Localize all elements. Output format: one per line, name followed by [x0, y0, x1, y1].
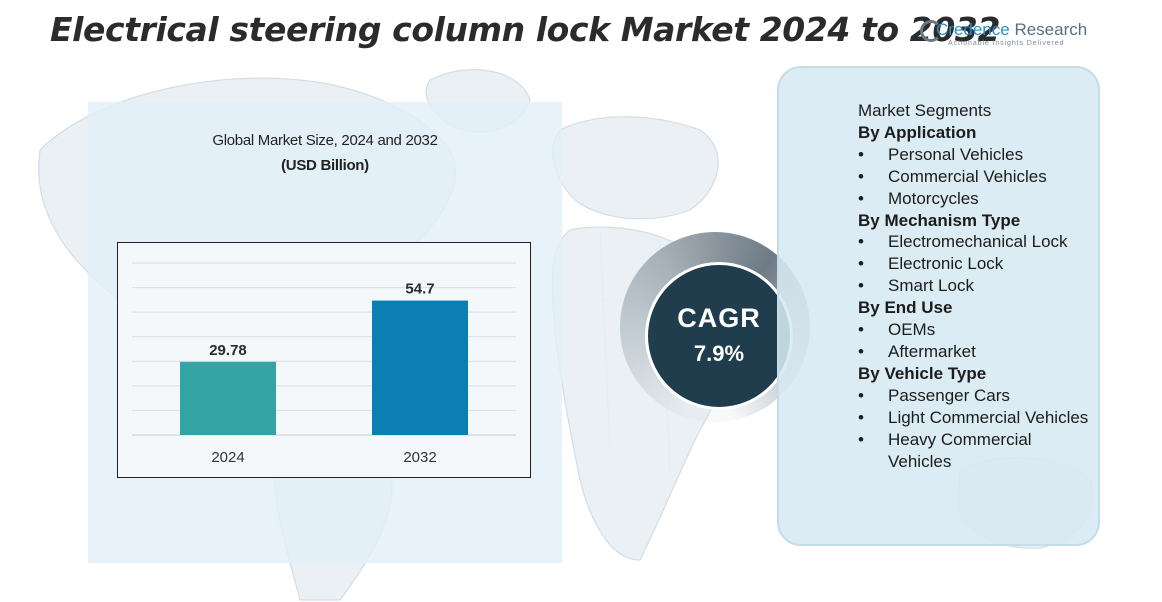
bullet-icon: •: [858, 254, 864, 274]
brand-logo: Credence Research Actionable Insights De…: [920, 18, 1100, 52]
map-europe: [552, 116, 719, 220]
segment-item-label: Passenger Cars: [888, 385, 1010, 405]
data-label-2024: 29.78: [209, 342, 247, 359]
bullet-icon: •: [858, 407, 864, 427]
chart-subtitle: (USD Billion): [281, 157, 369, 174]
bullet-icon: •: [858, 429, 864, 449]
brand-name-rest: Research: [1009, 20, 1088, 39]
bullet-icon: •: [858, 276, 864, 296]
segment-item: • Commercial Vehicles: [858, 166, 1094, 188]
segment-item-label: Motorcycles: [888, 188, 979, 208]
segment-item-label: Heavy Commercial Vehicles: [888, 429, 1032, 471]
cagr-badge: CAGR 7.9%: [645, 262, 793, 410]
segment-heading: By Application: [858, 122, 977, 142]
segment-item-label: Electronic Lock: [888, 254, 1004, 274]
segment-heading: By Mechanism Type: [858, 210, 1021, 230]
segment-item: • OEMs: [858, 319, 1094, 341]
bullet-icon: •: [858, 320, 864, 340]
bullet-icon: •: [858, 232, 864, 252]
segment-item: • Passenger Cars: [858, 385, 1094, 407]
plot-area: 29.78 2024 54.7 2032: [117, 242, 531, 478]
segment-item: • Personal Vehicles: [858, 144, 1094, 166]
segment-item-label: Light Commercial Vehicles: [888, 407, 1089, 427]
segment-item: • Light Commercial Vehicles: [858, 407, 1094, 429]
chart-title: Global Market Size, 2024 and 2032: [212, 132, 438, 149]
segments-panel: [777, 66, 1100, 546]
brand-mark-icon: [920, 20, 942, 42]
segment-item-label: OEMs: [888, 320, 936, 340]
bar-2024: [180, 361, 276, 435]
bar-chart-svg: 29.78 2024 54.7 2032: [132, 262, 516, 466]
segment-item-label: Personal Vehicles: [888, 144, 1024, 164]
segment-item: • Heavy Commercial Vehicles: [858, 429, 1094, 473]
page-title: Electrical steering column lock Market 2…: [50, 10, 1001, 49]
segment-heading: By Vehicle Type: [858, 363, 987, 383]
chart-panel: Global Market Size, 2024 and 2032 (USD B…: [88, 102, 562, 563]
x-tick-label-2024: 2024: [211, 449, 244, 466]
segment-item-label: Commercial Vehicles: [888, 166, 1047, 186]
bar-2032: [372, 300, 468, 435]
segment-item-label: Electromechanical Lock: [888, 232, 1068, 252]
segment-heading: By End Use: [858, 298, 953, 318]
segment-item: • Smart Lock: [858, 275, 1094, 297]
bullet-icon: •: [858, 341, 864, 361]
bullet-icon: •: [858, 188, 864, 208]
segment-item: • Electromechanical Lock: [858, 231, 1094, 253]
x-tick-label-2032: 2032: [403, 449, 436, 466]
brand-name: Credence Research: [936, 20, 1087, 40]
bullet-icon: •: [858, 144, 864, 164]
segments-list: Market Segments By Application • Personal …: [858, 100, 1094, 472]
brand-tagline: Actionable Insights Delivered: [948, 40, 1065, 47]
segment-item: • Aftermarket: [858, 341, 1094, 363]
bullet-icon: •: [858, 166, 864, 186]
cagr-label: CAGR: [677, 303, 761, 333]
segment-item: • Motorcycles: [858, 188, 1094, 210]
segment-item-label: Smart Lock: [888, 276, 974, 296]
segment-item-label: Aftermarket: [888, 341, 976, 361]
brand-name-first: Credence: [936, 20, 1010, 39]
bullet-icon: •: [858, 385, 864, 405]
segments-intro: Market Segments: [858, 101, 992, 120]
segment-item: • Electronic Lock: [858, 253, 1094, 275]
data-label-2032: 54.7: [405, 281, 434, 298]
cagr-value: 7.9%: [693, 341, 745, 366]
